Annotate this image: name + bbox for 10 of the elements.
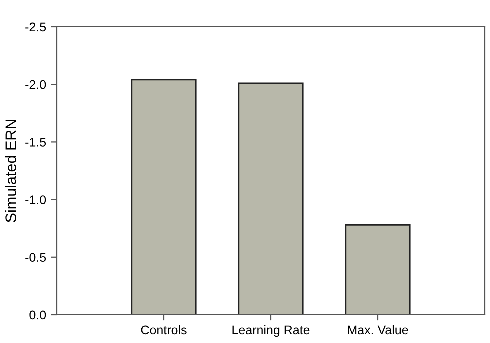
y-axis-title: Simulated ERN	[5, 120, 16, 223]
x-tick-label: Learning Rate	[232, 325, 310, 338]
y-tick-label: -0.5	[26, 253, 46, 262]
y-tick-label: -2.0	[26, 80, 46, 90]
y-tick-label: -1.0	[26, 196, 46, 204]
y-tick-label: -1.5	[26, 138, 46, 147]
x-tick-label: Max. Value	[348, 325, 408, 335]
x-tick-label: Controls	[141, 325, 187, 335]
y-tick-label: 0.0	[30, 310, 46, 320]
y-tick-label: -2.5	[26, 22, 46, 32]
